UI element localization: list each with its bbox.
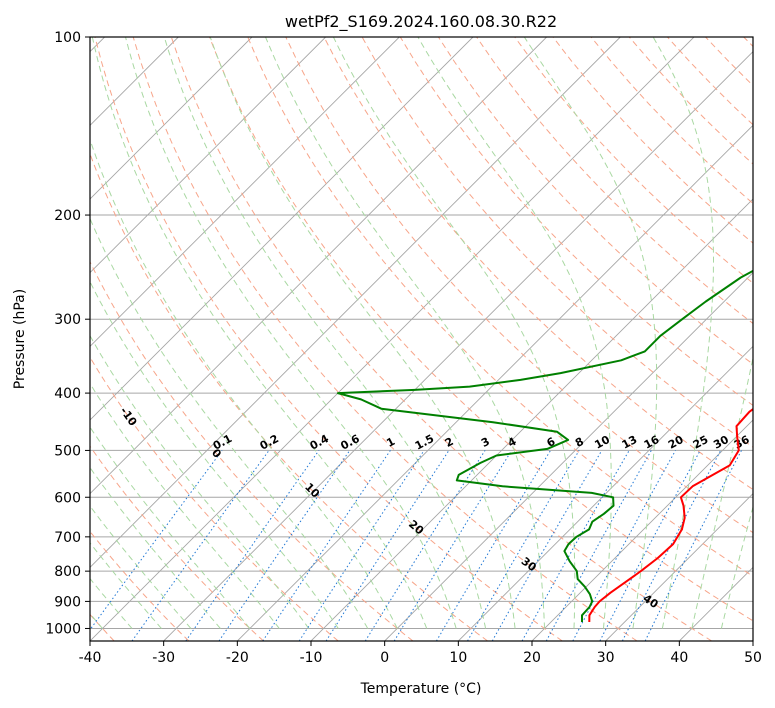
mixing-ratio-label: 20 [666, 433, 686, 452]
mixing-ratio-line [545, 450, 652, 641]
mixing-ratio-line [262, 450, 391, 641]
mixing-ratio-line [644, 450, 742, 641]
dry-adiabat-line [514, 37, 753, 284]
mixing-ratio-line [131, 450, 270, 641]
moist-adiabat-line [90, 577, 133, 629]
moist-adiabat-line [652, 37, 714, 629]
moist-adiabat-line [720, 505, 753, 629]
temperature-profile-line [588, 407, 753, 623]
mixing-ratio-label: 30 [711, 433, 731, 452]
dry-adiabat-line [247, 37, 753, 577]
isotherm-line [90, 37, 253, 200]
dry-adiabat-line [90, 445, 264, 641]
mixing-ratio-line [218, 450, 351, 641]
y-tick-label: 400 [54, 386, 81, 402]
moist-adiabat-line [90, 280, 339, 629]
moist-adiabat-line [90, 138, 398, 629]
moist-adiabat-line [523, 37, 658, 629]
x-tick-label: 10 [449, 650, 467, 666]
mixing-ratio-line [393, 450, 513, 641]
moist-adiabat-line [90, 542, 162, 629]
isotherm-line [90, 37, 326, 274]
x-tick-label: 50 [744, 650, 762, 666]
grid-layer [90, 37, 753, 641]
dry-adiabat-line [285, 37, 753, 534]
y-tick-label: 300 [54, 312, 81, 328]
moist-adiabat-line [209, 37, 516, 629]
isotherm-line [605, 493, 753, 641]
isotherm-line [458, 345, 753, 641]
moist-adiabat-line [90, 382, 280, 629]
x-tick-label: -40 [79, 650, 102, 666]
moist-adiabat-line [163, 37, 487, 629]
isotherm-line [90, 37, 474, 421]
moist-adiabat-line [265, 37, 545, 629]
y-axis-label: Pressure (hPa) [12, 289, 28, 389]
isotherm-line [384, 272, 753, 641]
moist-adiabat-line [90, 217, 369, 629]
moist-adiabat-line [332, 37, 576, 629]
y-tick-label: 600 [54, 490, 81, 506]
x-tick-label: 0 [380, 650, 389, 666]
x-tick-label: -10 [300, 650, 323, 666]
x-tick-label: -20 [226, 650, 249, 666]
moist-adiabat-line [90, 334, 310, 629]
moist-adiabat-line [90, 505, 192, 629]
y-tick-label: 100 [54, 30, 81, 46]
mixing-ratio-line [185, 450, 320, 641]
mixing-ratio-line [572, 450, 676, 641]
mixing-ratio-line [298, 450, 425, 641]
isotherm-line [90, 37, 547, 495]
moist-adiabat-line [417, 37, 612, 629]
isotherm-line [237, 124, 753, 641]
axis-ticks: -40 -30 -20 -10 0 10 20 30 40 50 100 200 300 400 500 60… [45, 30, 762, 666]
y-tick-label: 1000 [45, 621, 81, 637]
isotherm-line [90, 37, 695, 641]
y-tick-label: 900 [54, 594, 81, 610]
mixing-ratio-label: 10 [592, 433, 612, 452]
x-tick-label: 40 [670, 650, 688, 666]
plot-frame [89, 36, 754, 642]
isotherm-line [90, 37, 400, 347]
mixing-ratio-label: 13 [620, 433, 640, 452]
moist-adiabat-line [125, 37, 457, 629]
x-axis-label: Temperature (°C) [360, 681, 482, 697]
y-tick-label: 700 [54, 530, 81, 546]
y-tick-label: 200 [54, 208, 81, 224]
moist-adiabat-line [691, 355, 753, 629]
mixing-ratio-label: 16 [642, 433, 662, 452]
y-tick-label: 500 [54, 443, 81, 459]
mixing-ratio-label: 25 [691, 433, 711, 452]
isotherm-line [163, 51, 753, 641]
dewpoint-profile-line [336, 269, 753, 622]
dry-adiabat-line [209, 37, 753, 622]
x-tick-label: 30 [597, 650, 615, 666]
dry-adiabat-line [90, 260, 414, 641]
mixing-ratio-line [621, 450, 722, 641]
moist-adiabat-line [90, 466, 221, 629]
moist-adiabat-line [91, 37, 428, 629]
x-tick-label: 20 [523, 650, 541, 666]
mixing-ratio-line [90, 450, 223, 631]
y-tick-label: 800 [54, 564, 81, 580]
chart-title: wetPf2_S169.2024.160.08.30.R22 [285, 12, 557, 32]
series-layer [336, 269, 753, 623]
mixing-ratio-line [325, 450, 450, 641]
dry-adiabat-line [476, 37, 753, 325]
dry-adiabat-line [90, 356, 339, 641]
isotherm-line [531, 419, 753, 641]
dry-adiabat-line [94, 37, 563, 641]
x-tick-label: -30 [152, 650, 175, 666]
moist-adiabat-line [90, 426, 251, 629]
mixing-ratio-line [521, 450, 630, 641]
dry-adiabat-line [323, 37, 753, 491]
